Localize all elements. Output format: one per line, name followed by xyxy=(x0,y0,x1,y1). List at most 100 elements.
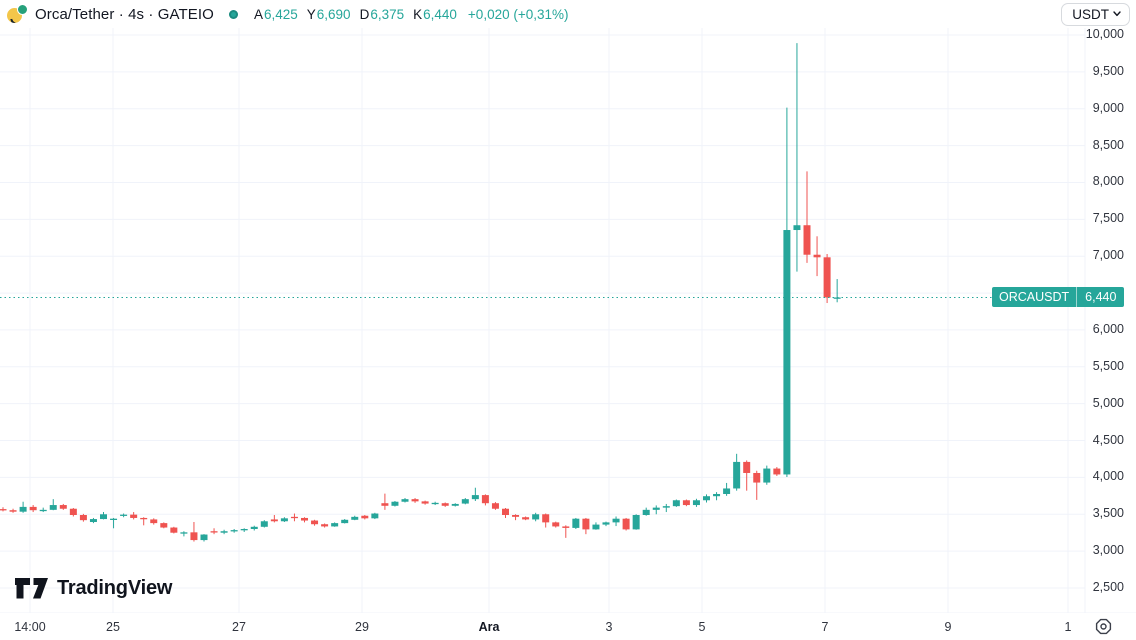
tradingview-watermark[interactable]: TradingView xyxy=(14,577,172,600)
candlestick xyxy=(280,517,288,523)
candlestick xyxy=(301,517,308,523)
price-axis-label: 3,000 xyxy=(1092,543,1124,558)
candlestick xyxy=(89,517,97,524)
time-axis-label: 5 xyxy=(698,620,706,634)
candlestick xyxy=(481,494,489,506)
current-price-badge: ORCAUSDT 6,440 xyxy=(992,287,1125,308)
candlestick xyxy=(743,460,751,491)
close-value: 6,440 xyxy=(423,6,457,22)
candlestick xyxy=(441,502,449,507)
candlestick xyxy=(431,501,439,506)
badge-separator xyxy=(1076,287,1078,308)
candlestick xyxy=(210,528,218,535)
chevron-down-icon xyxy=(1113,11,1121,17)
candlestick xyxy=(522,516,530,521)
price-axis-label: 3,500 xyxy=(1092,506,1124,521)
candlestick xyxy=(692,498,700,507)
ohlc-close: K 6,440 xyxy=(413,7,457,22)
candlestick xyxy=(833,279,841,303)
tradingview-watermark-text: TradingView xyxy=(57,577,173,599)
candlestick xyxy=(562,525,570,538)
low-value: 6,375 xyxy=(370,6,405,22)
price-axis-label: 6,000 xyxy=(1092,321,1124,336)
candlestick xyxy=(773,467,781,476)
candlestick xyxy=(652,505,660,515)
price-axis-label: 4,000 xyxy=(1092,469,1124,484)
symbol-title[interactable]: Orca/Tether · 4s · GATEIO xyxy=(35,5,214,23)
candlestick xyxy=(220,529,228,535)
candlestick xyxy=(160,522,168,529)
candlestick xyxy=(713,492,721,501)
time-axis[interactable]: 14:00 25 27 29 Ara 3 5 7 9 1 xyxy=(0,613,1136,640)
candlestick xyxy=(612,516,620,527)
candlestick xyxy=(532,512,540,522)
candlestick xyxy=(79,513,87,522)
candlestick xyxy=(351,515,359,521)
open-label: A xyxy=(253,6,263,22)
candlestick xyxy=(592,522,600,530)
low-label: D xyxy=(359,6,370,22)
chart-region: 10,000 9,500 9,000 8,500 8,000 7,500 7,000 6,00… xyxy=(0,27,1136,640)
time-axis-label: 3 xyxy=(605,620,613,634)
candlestick xyxy=(59,503,67,510)
price-axis[interactable]: 10,000 9,500 9,000 8,500 8,000 7,500 7,000 6,00… xyxy=(1085,27,1136,613)
price-axis-label: 2,500 xyxy=(1092,580,1124,594)
candlestick xyxy=(391,500,399,507)
candlestick xyxy=(311,519,319,526)
price-axis-label: 5,500 xyxy=(1092,358,1124,373)
candlestick xyxy=(421,500,429,505)
candlestick xyxy=(542,513,550,528)
price-axis-label: 9,000 xyxy=(1092,100,1124,115)
candlestick xyxy=(190,522,198,542)
candlestick xyxy=(703,494,710,503)
candlestick xyxy=(602,521,610,527)
candlestick xyxy=(512,514,520,521)
candlestick xyxy=(622,517,630,531)
candlestick xyxy=(9,508,17,513)
candlestick-chart[interactable] xyxy=(0,28,1136,640)
candlestick xyxy=(250,525,258,531)
candlestick xyxy=(49,499,57,511)
time-axis-label: 9 xyxy=(944,620,952,634)
candlestick xyxy=(803,171,811,263)
axis-settings-icon[interactable] xyxy=(1095,618,1112,635)
candlestick xyxy=(471,487,479,501)
candlestick xyxy=(270,515,278,523)
time-axis-label: 7 xyxy=(821,620,829,634)
candlestick xyxy=(371,512,379,520)
time-axis-label: 27 xyxy=(232,620,246,634)
candlestick xyxy=(170,526,178,534)
high-label: Y xyxy=(306,6,316,22)
candlestick xyxy=(401,498,409,503)
ohlc-high: Y 6,690 xyxy=(307,7,351,22)
candlestick xyxy=(200,534,208,542)
candlestick xyxy=(321,523,329,528)
candlestick xyxy=(140,517,148,526)
price-axis-label: 8,500 xyxy=(1092,137,1124,152)
price-axis-label: 10,000 xyxy=(1085,27,1124,41)
currency-dropdown-label: USDT xyxy=(1072,6,1109,22)
price-axis-label: 4,500 xyxy=(1092,432,1124,447)
time-axis-label: 1 xyxy=(1064,620,1072,634)
price-axis-label: 8,000 xyxy=(1092,174,1124,189)
candlestick xyxy=(642,507,650,516)
candlestick xyxy=(753,470,761,500)
candlestick xyxy=(491,502,499,510)
currency-dropdown-button[interactable]: USDT xyxy=(1061,2,1130,26)
candlestick xyxy=(552,521,560,528)
candlestick xyxy=(763,465,771,485)
candlestick xyxy=(783,107,791,478)
close-label: K xyxy=(413,6,423,22)
gridlines xyxy=(0,28,1136,614)
ohlc-low: D 6,375 xyxy=(360,7,405,22)
high-value: 6,690 xyxy=(316,6,351,22)
candlestick xyxy=(240,528,248,532)
price-axis-label: 9,500 xyxy=(1092,63,1124,78)
candles-series xyxy=(0,43,841,542)
candlestick xyxy=(461,498,469,505)
candlestick xyxy=(662,503,670,513)
candlestick xyxy=(69,507,77,517)
price-axis-label: 7,000 xyxy=(1092,248,1124,263)
time-axis-label: 29 xyxy=(355,620,369,634)
